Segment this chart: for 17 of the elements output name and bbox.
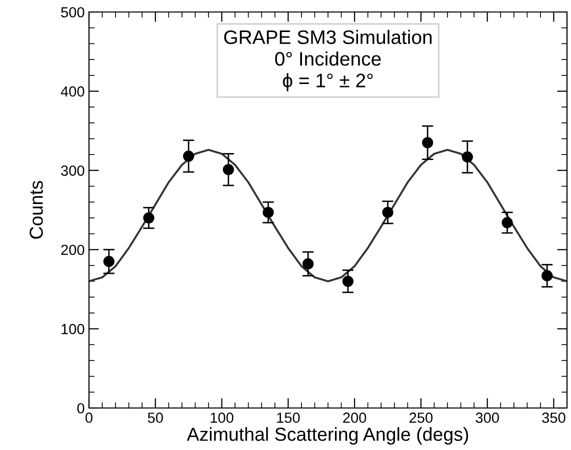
y-axis-title: Counts — [30, 180, 43, 239]
y-tick-label: 0 — [77, 403, 84, 414]
x-tick-label: 250 — [410, 412, 433, 423]
x-tick-label: 200 — [343, 412, 366, 423]
y-tick-label: 300 — [61, 166, 84, 176]
x-tick-label: 50 — [148, 412, 163, 423]
x-tick-label: 300 — [476, 412, 499, 423]
x-tick-label: 150 — [277, 412, 300, 423]
y-tick-label: 200 — [61, 244, 84, 256]
x-tick-label: 100 — [210, 412, 234, 423]
y-tick-label: 500 — [61, 7, 84, 18]
x-tick-label: 0 — [86, 412, 92, 423]
x-tick-label: 350 — [542, 412, 566, 423]
y-tick-label: 400 — [60, 86, 84, 97]
annotation: GRAPE SM3 Simulation 0° Incidence ϕ = 1° ± 2° — [224, 30, 432, 92]
x-axis-title: Azimuthal Scattering Angle (degs) — [186, 427, 468, 445]
y-tick-label: 100 — [62, 324, 84, 334]
